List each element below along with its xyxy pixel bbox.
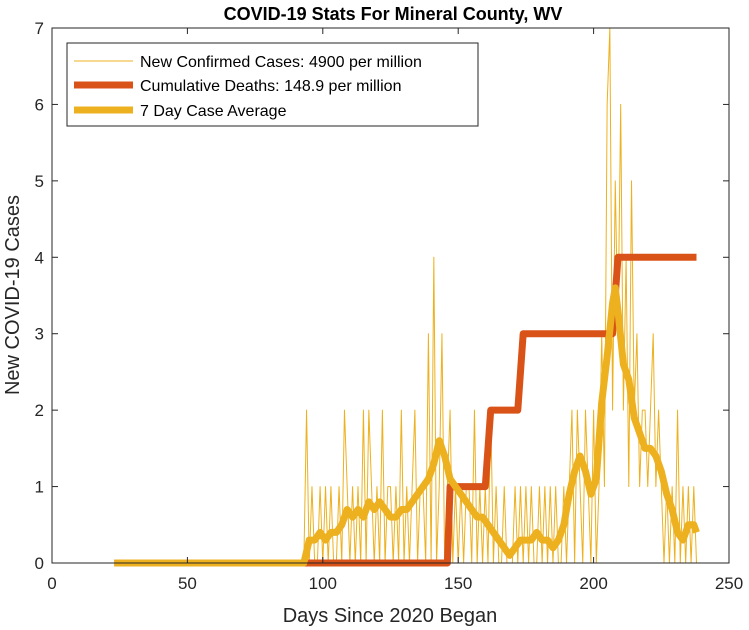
x-tick-label: 50 — [178, 574, 197, 593]
legend-label-avg: 7 Day Case Average — [140, 103, 287, 120]
axes-box — [51, 27, 730, 564]
series-line-avg — [114, 284, 700, 567]
legend-label-deaths: Cumulative Deaths: 148.9 per million — [140, 78, 401, 95]
legend-box — [66, 42, 479, 127]
x-tick-label: 250 — [715, 574, 743, 593]
y-tick-label: 2 — [35, 401, 44, 420]
y-tick-label: 6 — [35, 95, 44, 114]
x-tick-label: 200 — [579, 574, 607, 593]
legend: New Confirmed Cases: 4900 per million Cu… — [66, 42, 479, 127]
x-axis-title: Days Since 2020 Began — [283, 605, 498, 627]
legend-label-new-cases: New Confirmed Cases: 4900 per million — [140, 54, 422, 71]
y-tick-label: 7 — [35, 19, 44, 38]
x-tick-label: 0 — [47, 574, 56, 593]
y-tick-label: 4 — [35, 248, 44, 267]
y-tick-label: 0 — [35, 554, 44, 573]
y-tick-label: 1 — [35, 478, 44, 497]
y-axis-title: New COVID-19 Cases — [2, 195, 24, 395]
x-tick-label: 100 — [309, 574, 337, 593]
x-tick-label: 150 — [444, 574, 472, 593]
axis-layer: 0 50 100 150 200 250 0 1 2 3 4 5 6 7 — [35, 19, 744, 593]
y-tick-label: 3 — [35, 325, 44, 344]
chart-title: COVID-19 Stats For Mineral County, WV — [224, 4, 563, 24]
y-tick-label: 5 — [35, 172, 44, 191]
